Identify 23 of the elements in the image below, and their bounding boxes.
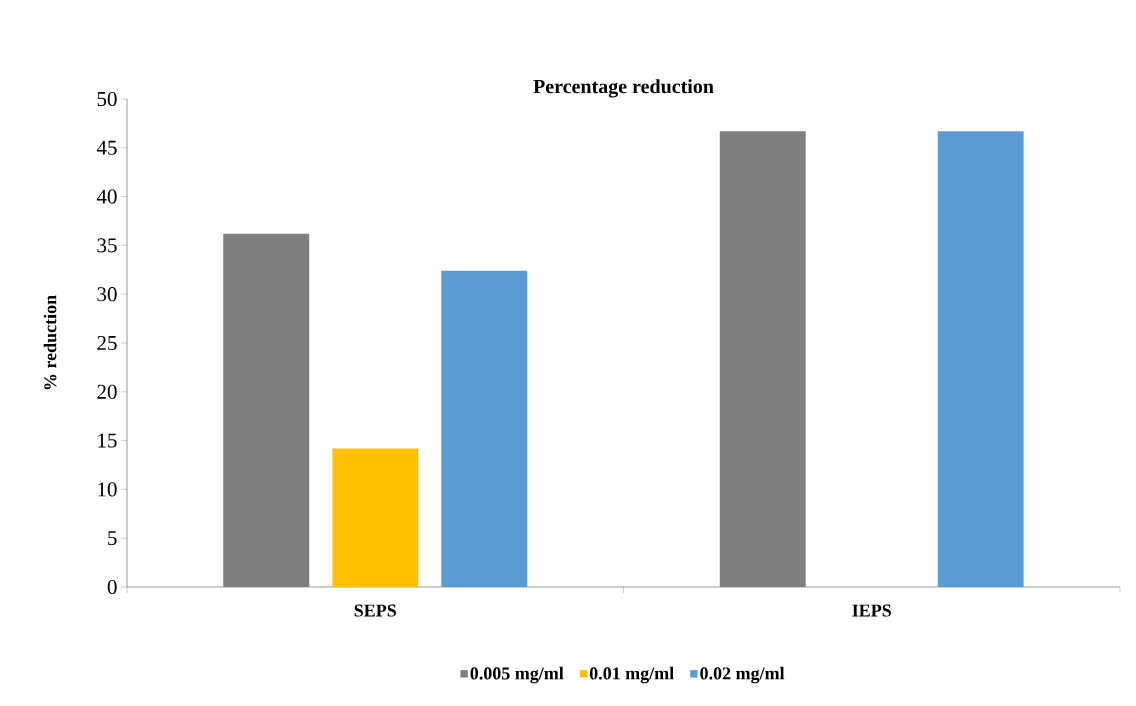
- chart-title: Percentage reduction: [533, 79, 714, 98]
- x-tick-label: IEPS: [852, 604, 891, 617]
- y-tick-label: 35: [97, 238, 117, 253]
- y-tick-label: 20: [97, 384, 117, 399]
- y-tick-label: 15: [98, 433, 117, 448]
- bar: [332, 448, 419, 587]
- y-tick-label: 25: [97, 335, 117, 351]
- y-tick-label: 0: [107, 579, 117, 595]
- x-tick-label: SEPS: [354, 604, 397, 617]
- y-tick-label: 40: [96, 189, 117, 204]
- y-axis-title: % reduction: [43, 295, 57, 390]
- y-tick-label: 10: [98, 482, 117, 497]
- bar: [223, 233, 310, 587]
- y-tick-label: 30: [97, 287, 117, 302]
- legend-label: 0.005 mg/ml: [470, 666, 564, 684]
- legend-label: 0.02 mg/ml: [700, 666, 785, 684]
- y-tick-label: 45: [96, 140, 117, 155]
- bar: [937, 131, 1024, 587]
- y-tick-label: 5: [108, 531, 117, 546]
- legend-label: 0.01 mg/ml: [589, 666, 674, 684]
- bar: [719, 131, 806, 587]
- y-tick-label: 50: [97, 91, 117, 107]
- bar: [441, 270, 528, 587]
